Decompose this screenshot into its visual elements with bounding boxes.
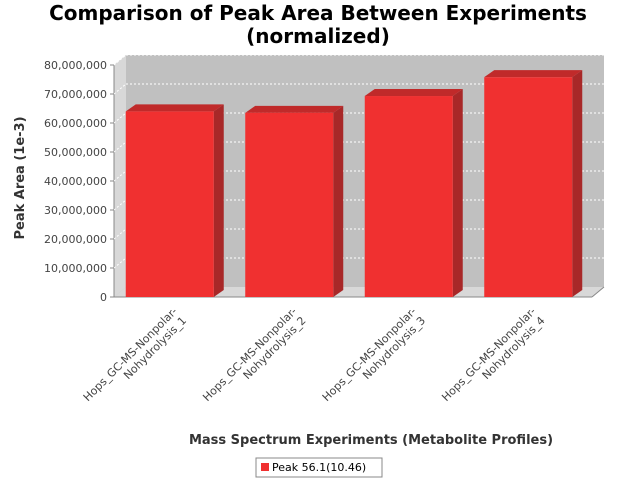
y-tick-label: 60,000,000 [44, 117, 107, 130]
grid-line [113, 83, 127, 95]
x-axis-labels: Hops_GC-MS-Nonpolar-Nohydrolysis_1 Hops_G… [81, 305, 548, 413]
grid-lines [113, 54, 604, 269]
grid-line [113, 228, 127, 240]
x-tick-label: Hops_GC-MS-Nonpolar-Nohydrolysis_2 [200, 305, 308, 413]
chart-title-line1: Comparison of Peak Area Between Experime… [49, 1, 587, 25]
y-tick-label: 20,000,000 [44, 233, 107, 246]
grid-line [113, 141, 127, 153]
y-tick-label: 40,000,000 [44, 175, 107, 188]
legend: Peak 56.1(10.46) [255, 457, 383, 478]
grid-line [113, 199, 127, 211]
x-tick-label: Hops_GC-MS-Nonpolar-Nohydrolysis_3 [320, 305, 428, 413]
plot-area [113, 55, 605, 298]
y-tick-label: 50,000,000 [44, 146, 107, 159]
grid-line [113, 257, 127, 269]
y-tick-label: 30,000,000 [44, 204, 107, 217]
x-axis-title: Mass Spectrum Experiments (Metabolite Pr… [189, 433, 553, 448]
y-tick-label: 80,000,000 [44, 59, 107, 72]
bar [245, 105, 344, 297]
grid-line [113, 112, 127, 124]
legend-box [255, 457, 383, 478]
bar [364, 89, 463, 297]
chart-title-line2: (normalized) [246, 24, 390, 48]
x-tick-label: Hops_GC-MS-Nonpolar-Nohydrolysis_1 [81, 305, 189, 413]
legend-swatch [261, 463, 269, 471]
bar [484, 70, 583, 298]
y-tick-label: 70,000,000 [44, 88, 107, 101]
y-axis-title: Peak Area (1e-3) [13, 116, 28, 239]
y-axis-ticks: 0 10,000,000 20,000,000 30,000,000 40,000,00… [44, 59, 114, 304]
y-tick-label: 10,000,000 [44, 262, 107, 275]
y-tick-label: 0 [100, 291, 107, 304]
legend-label: Peak 56.1(10.46) [272, 461, 366, 474]
x-tick-label: Hops_GC-MS-Nonpolar-Nohydrolysis_4 [439, 305, 547, 413]
bar [125, 104, 224, 298]
grid-line [113, 170, 127, 182]
bars [125, 70, 583, 298]
grid-line [113, 54, 127, 66]
